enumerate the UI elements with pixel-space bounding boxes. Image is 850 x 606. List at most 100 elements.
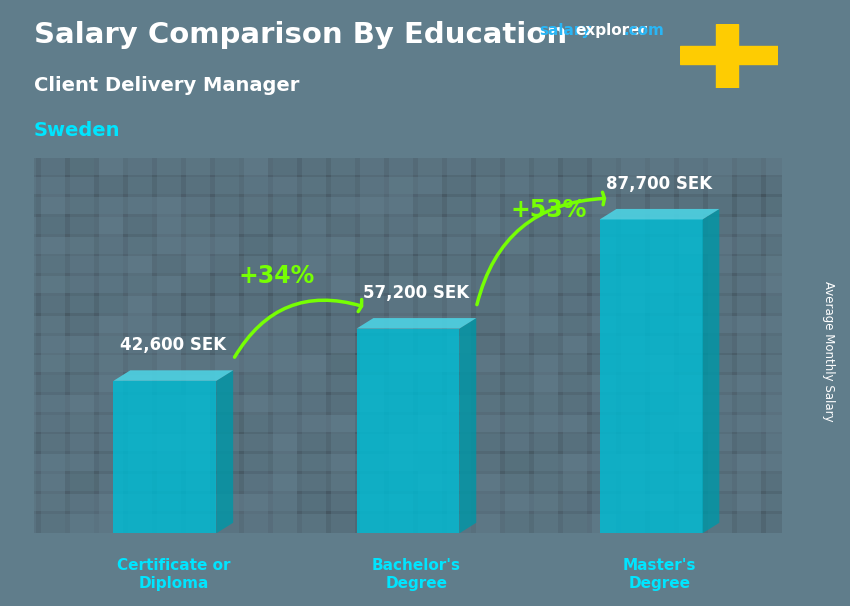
Bar [500,313,534,336]
Bar [616,155,650,178]
Text: salary: salary [540,23,592,38]
Bar [790,412,824,435]
Bar [733,491,766,513]
Bar [0,372,12,395]
Bar [384,155,418,178]
Bar [239,293,273,316]
Bar [733,195,766,217]
Bar [7,451,41,474]
Bar [239,353,273,375]
Bar [471,333,505,355]
Bar [442,254,476,276]
Bar [152,195,185,217]
Bar [471,471,505,494]
Bar [123,353,156,375]
Bar [152,431,185,454]
Bar [268,135,302,158]
Bar [790,431,824,454]
Bar [298,353,331,375]
Bar [355,333,388,355]
Bar [355,195,388,217]
Bar [500,155,534,178]
Bar [0,135,12,158]
Bar [384,333,418,355]
Bar [717,24,738,88]
Bar [413,234,447,256]
Bar [616,135,650,158]
Bar [587,333,620,355]
Bar [239,511,273,533]
Bar [7,273,41,296]
Bar [413,293,447,316]
Bar [326,195,360,217]
Bar [123,155,156,178]
Bar [616,175,650,197]
Bar [413,214,447,237]
Bar [819,273,850,296]
Bar [94,175,127,197]
Bar [616,412,650,435]
Text: explorer: explorer [575,23,648,38]
Bar [0,313,12,336]
Bar [298,392,331,415]
Bar [326,254,360,276]
Bar [355,392,388,415]
Bar [65,254,99,276]
Bar [558,175,592,197]
Bar [762,392,795,415]
Bar [645,273,679,296]
Bar [152,214,185,237]
Bar [123,214,156,237]
Bar [355,135,388,158]
Bar [268,491,302,513]
Bar [442,491,476,513]
Bar [471,511,505,533]
Bar [355,273,388,296]
Bar [587,451,620,474]
Bar [94,195,127,217]
Bar [210,392,244,415]
Bar [674,491,708,513]
Bar [530,451,563,474]
Bar [181,273,215,296]
Bar [674,195,708,217]
Bar [500,431,534,454]
Bar [442,293,476,316]
Bar [123,234,156,256]
Bar [413,451,447,474]
Bar [703,155,737,178]
Bar [298,431,331,454]
Bar [181,333,215,355]
Bar [530,214,563,237]
Bar [65,431,99,454]
Text: Salary Comparison By Education: Salary Comparison By Education [34,21,567,49]
Polygon shape [356,318,476,328]
Bar [703,313,737,336]
Bar [762,372,795,395]
Bar [530,254,563,276]
Bar [239,471,273,494]
Bar [674,313,708,336]
Bar [0,491,12,513]
Bar [123,412,156,435]
Bar [587,313,620,336]
Bar [298,491,331,513]
Bar [181,195,215,217]
Bar [471,313,505,336]
Bar [210,293,244,316]
Bar [65,491,99,513]
Bar [500,214,534,237]
Bar [819,313,850,336]
Bar [530,313,563,336]
Bar [123,431,156,454]
Bar [65,214,99,237]
Bar [384,412,418,435]
Bar [500,175,534,197]
Bar [587,155,620,178]
Bar [7,511,41,533]
Bar [0,234,12,256]
Bar [123,392,156,415]
Bar [7,372,41,395]
Bar [268,451,302,474]
Bar [298,214,331,237]
